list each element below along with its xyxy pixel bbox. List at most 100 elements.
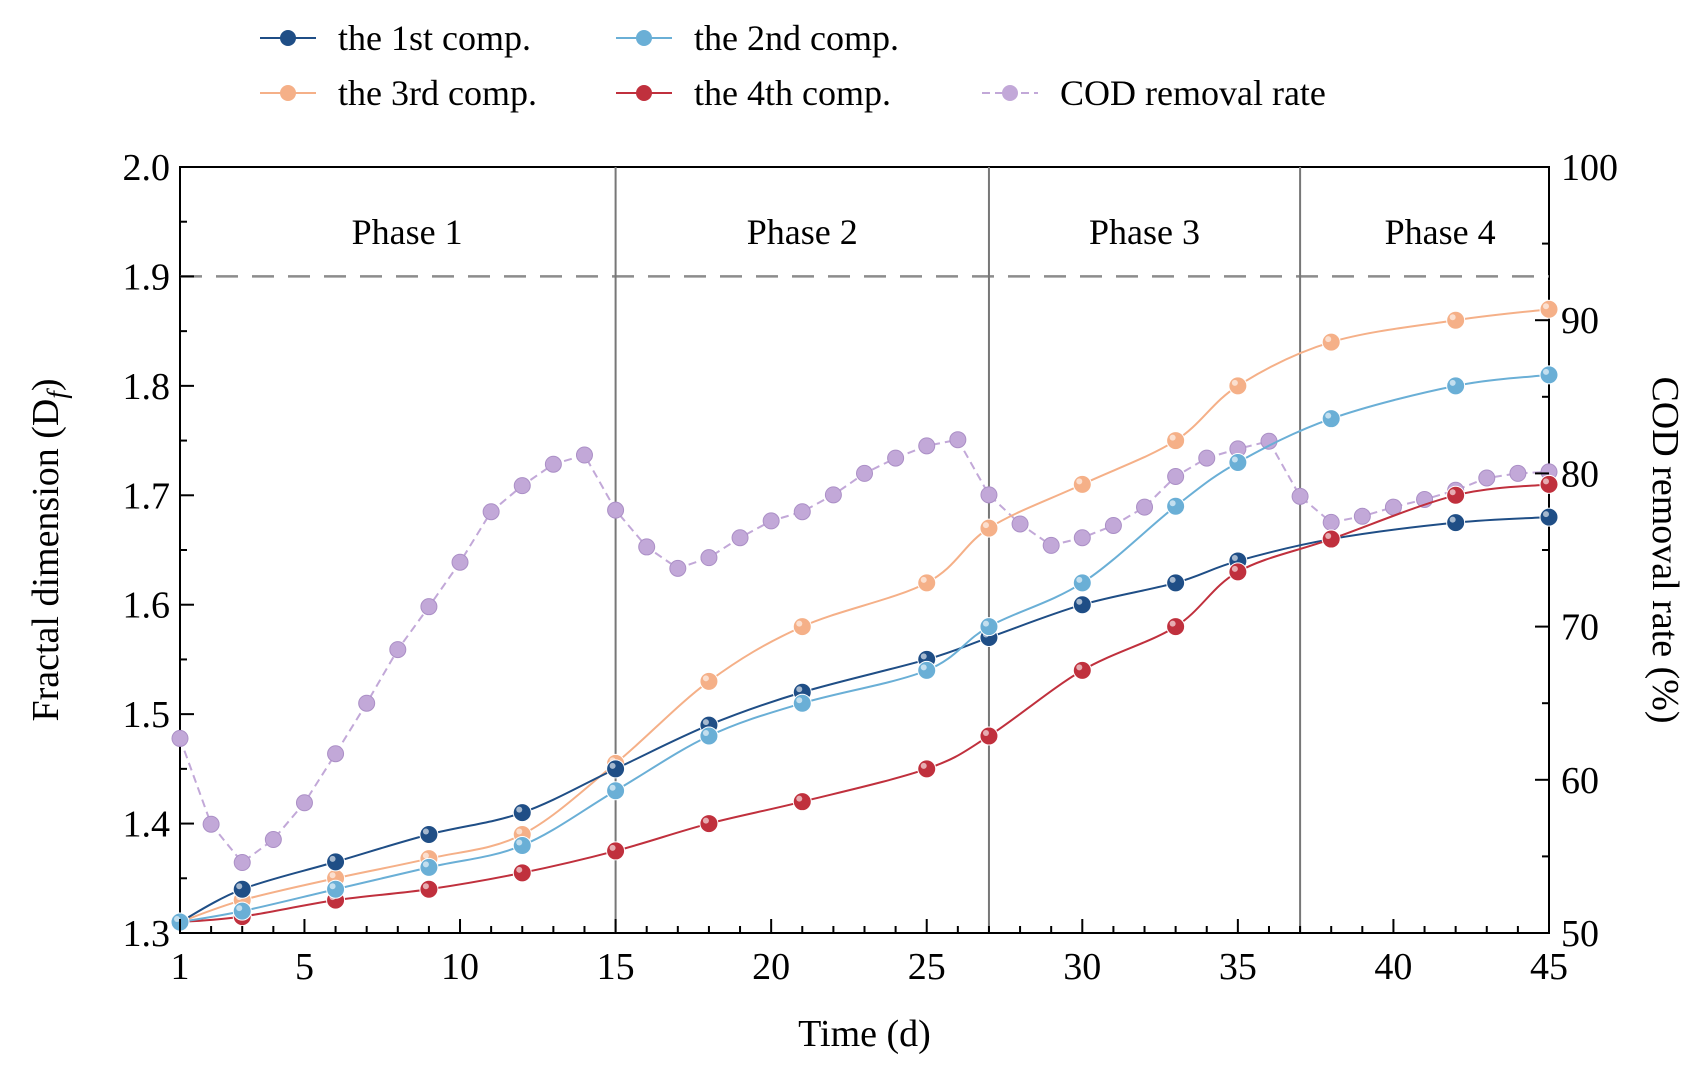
data-point-highlight [516, 839, 523, 846]
data-point-highlight [1076, 598, 1083, 605]
data-point [1166, 431, 1186, 451]
data-point [1539, 365, 1559, 385]
data-point [1321, 529, 1341, 549]
data-point-highlight [1231, 456, 1238, 463]
data-point [233, 854, 251, 872]
data-point [1353, 507, 1371, 525]
data-point [979, 726, 999, 746]
series-line-3 [179, 308, 1550, 924]
data-point-highlight [982, 730, 989, 737]
x-tick-label: 40 [1374, 946, 1412, 988]
x-tick-label: 30 [1063, 946, 1101, 988]
data-point-highlight [1231, 554, 1238, 561]
y-axis-title: Fractal dimension (Df) [25, 378, 72, 721]
data-point [419, 857, 439, 877]
data-point-highlight [920, 762, 927, 769]
data-point-highlight [702, 817, 709, 824]
x-tick-label: 1 [171, 946, 190, 988]
data-point [793, 503, 811, 521]
series-4 [170, 474, 1559, 932]
legend-item-1: the 1st comp. [260, 18, 531, 58]
data-point [1198, 449, 1216, 467]
series-3 [170, 299, 1559, 932]
legend-label: the 3rd comp. [338, 73, 537, 113]
y-axis-title-close: ) [25, 378, 67, 391]
data-point [1072, 573, 1092, 593]
data-point [1446, 513, 1466, 533]
legend-label: COD removal rate [1060, 73, 1326, 113]
legend-swatch-marker [636, 85, 652, 101]
data-point [699, 671, 719, 691]
data-point-highlight [516, 828, 523, 835]
data-point-highlight [1325, 533, 1332, 540]
data-point [1072, 474, 1092, 494]
data-point [389, 641, 407, 659]
data-point [1228, 452, 1248, 472]
data-point [358, 694, 376, 712]
data-point [887, 449, 905, 467]
data-point-highlight [1449, 379, 1456, 386]
data-point-highlight [329, 872, 336, 879]
data-point-highlight [609, 762, 616, 769]
data-point-highlight [982, 620, 989, 627]
data-point [918, 437, 936, 455]
data-point [1291, 487, 1309, 505]
data-point [420, 598, 438, 616]
data-point [326, 852, 346, 872]
data-point-highlight [174, 916, 180, 923]
data-point [1384, 498, 1402, 516]
data-point [792, 617, 812, 637]
data-point [1321, 409, 1341, 429]
data-point [824, 486, 842, 504]
data-point-highlight [796, 795, 803, 802]
legend-label: the 2nd comp. [694, 18, 899, 58]
legend-swatch-marker [280, 30, 296, 46]
data-point [1446, 310, 1466, 330]
y-tick-label: 1.5 [123, 694, 171, 736]
y-tick-label: 1.9 [123, 256, 171, 298]
data-point-highlight [1169, 620, 1176, 627]
y2-tick-label: 50 [1561, 913, 1599, 955]
phase-label-2: Phase 2 [747, 212, 858, 252]
data-point [607, 501, 625, 519]
y-tick-label: 1.8 [123, 366, 171, 408]
data-point [979, 518, 999, 538]
legend-label: the 4th comp. [694, 73, 891, 113]
data-point-highlight [422, 883, 429, 890]
series-line-1 [179, 516, 1550, 923]
y-tick-label: 1.4 [123, 804, 171, 846]
data-point [1446, 485, 1466, 505]
data-point [1539, 474, 1559, 494]
data-point [1321, 332, 1341, 352]
x-tick-label: 25 [908, 946, 946, 988]
y-axis-title-main: Fractal dimension (D [25, 399, 67, 722]
data-point [202, 815, 220, 833]
data-point-highlight [796, 620, 803, 627]
x-tick-label: 35 [1219, 946, 1257, 988]
data-point-highlight [702, 719, 709, 726]
legend-swatch-marker [280, 85, 296, 101]
data-point [762, 512, 780, 530]
data-point-highlight [422, 852, 429, 859]
legend-item-4: the 4th comp. [616, 73, 891, 113]
data-point-highlight [920, 653, 927, 660]
plot-border [179, 166, 1550, 934]
series-layer [170, 299, 1559, 932]
data-point [979, 617, 999, 637]
series-5 [171, 431, 1558, 872]
axes-layer: 1 5 10 15 20 25 30 35 40 451.31.41.51.61.71.81.92… [123, 147, 1619, 988]
legend-swatch-marker [636, 30, 652, 46]
data-point [544, 455, 562, 473]
data-point-highlight [796, 697, 803, 704]
data-point-highlight [422, 861, 429, 868]
data-point [606, 841, 626, 861]
data-point-highlight [236, 905, 243, 912]
y2-tick-label: 90 [1561, 300, 1599, 342]
legend-label: the 1st comp. [338, 18, 531, 58]
data-point-highlight [920, 576, 927, 583]
data-point [699, 726, 719, 746]
y-tick-label: 1.7 [123, 475, 171, 517]
y-tick-label: 1.6 [123, 585, 171, 627]
data-point [264, 831, 282, 849]
